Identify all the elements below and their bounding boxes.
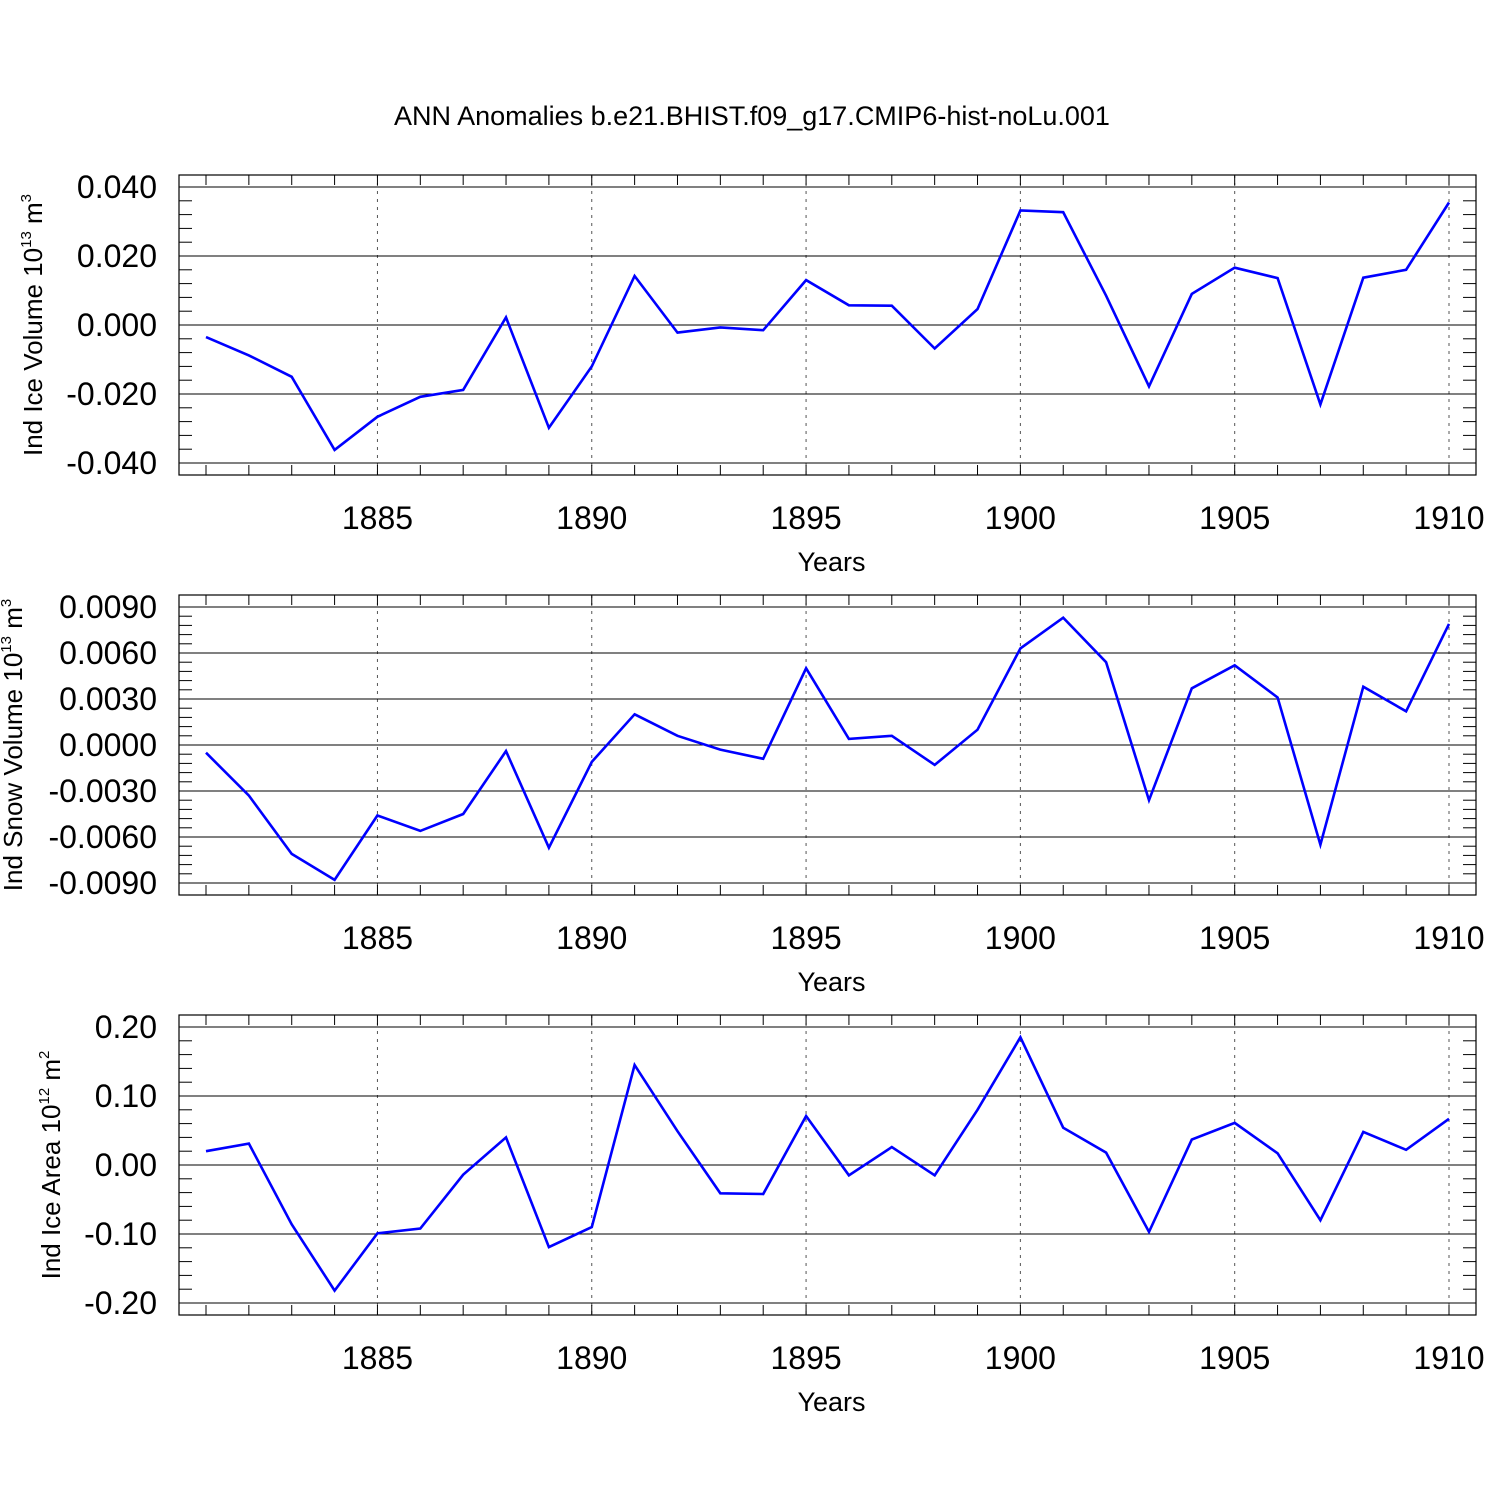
y-tick-label: 0.020 — [77, 238, 157, 274]
x-tick-label: 1910 — [1413, 920, 1484, 956]
x-tick-label: 1900 — [985, 500, 1056, 536]
x-tick-label: 1895 — [770, 500, 841, 536]
x-tick-label: 1900 — [985, 920, 1056, 956]
series-line — [205, 1034, 1450, 1293]
x-axis-label: Years — [797, 1387, 865, 1417]
chart-title: ANN Anomalies b.e21.BHIST.f09_g17.CMIP6-… — [394, 101, 1110, 131]
x-tick-label: 1905 — [1199, 500, 1270, 536]
y-tick-label: -0.10 — [84, 1216, 157, 1252]
x-axis-label: Years — [797, 547, 865, 577]
y-tick-label: 0.0090 — [59, 589, 157, 625]
y-tick-label: 0.040 — [77, 169, 157, 205]
x-tick-label: 1895 — [770, 1340, 841, 1376]
panel-1: -0.040 -0.020 0.000 0.020 0.040 1885 1890 1895 1… — [18, 169, 1485, 577]
x-tick-label: 1895 — [770, 920, 841, 956]
y-tick-label: -0.0090 — [48, 865, 157, 901]
y-axis-label: Ind Snow Volume 1013 m3 — [0, 599, 28, 891]
y-tick-label: 0.20 — [95, 1009, 157, 1045]
y-tick-label: 0.10 — [95, 1078, 157, 1114]
y-tick-label: 0.000 — [77, 307, 157, 343]
x-tick-label: 1910 — [1413, 500, 1484, 536]
y-tick-label: 0.00 — [95, 1147, 157, 1183]
x-tick-label: 1905 — [1199, 920, 1270, 956]
panel-2: -0.0090 -0.0060 -0.0030 0.0000 0.0030 0.0060 0… — [0, 589, 1485, 997]
y-tick-label: -0.040 — [66, 445, 157, 481]
x-tick-label: 1900 — [985, 1340, 1056, 1376]
x-tick-label: 1905 — [1199, 1340, 1270, 1376]
y-tick-label: 0.0060 — [59, 635, 157, 671]
x-tick-label: 1890 — [556, 500, 627, 536]
x-tick-label: 1885 — [342, 1340, 413, 1376]
x-axis-label: Years — [797, 967, 865, 997]
y-axis-label: Ind Ice Area 1012 m2 — [36, 1051, 66, 1280]
x-tick-label: 1885 — [342, 920, 413, 956]
x-tick-label: 1885 — [342, 500, 413, 536]
x-tick-label: 1910 — [1413, 1340, 1484, 1376]
x-tick-label: 1890 — [556, 1340, 627, 1376]
y-axis-label: Ind Ice Volume 1013 m3 — [18, 194, 48, 456]
x-tick-label: 1890 — [556, 920, 627, 956]
panel-3: -0.20 -0.10 0.00 0.10 0.20 1885 1890 1895 1900 19… — [36, 1009, 1485, 1417]
series-line — [205, 201, 1451, 452]
series-line — [205, 615, 1451, 882]
y-tick-label: 0.0030 — [59, 681, 157, 717]
y-tick-label: -0.20 — [84, 1285, 157, 1321]
y-tick-label: 0.0000 — [59, 727, 157, 763]
y-tick-label: -0.020 — [66, 376, 157, 412]
y-tick-label: -0.0060 — [48, 819, 157, 855]
y-tick-label: -0.0030 — [48, 773, 157, 809]
